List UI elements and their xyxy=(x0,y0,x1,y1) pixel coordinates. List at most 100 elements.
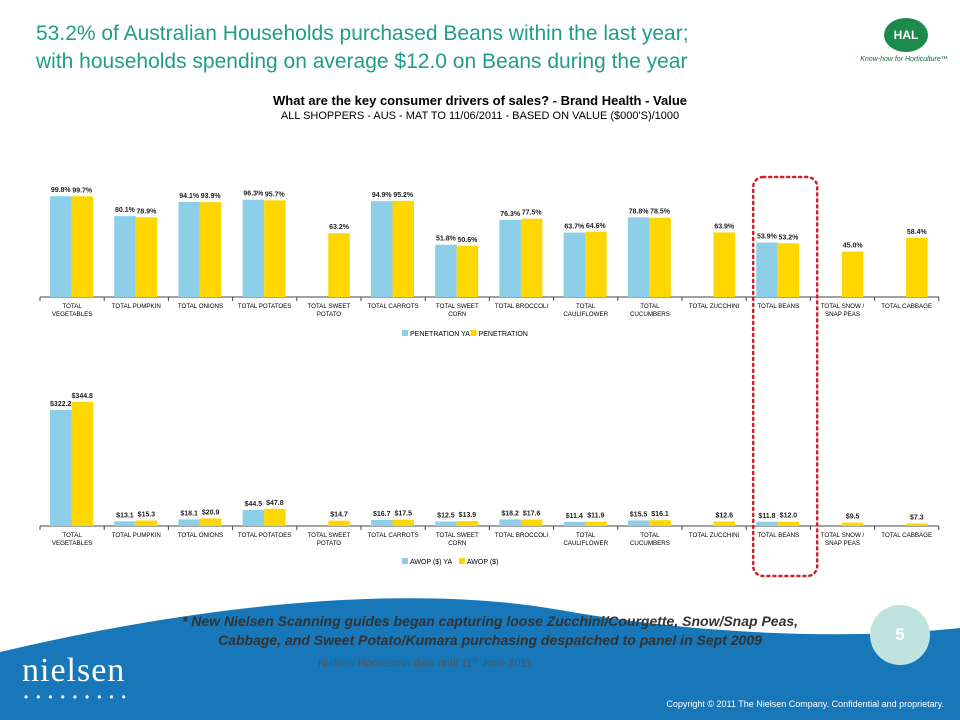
nielsen-logo-dots: ••••••••• xyxy=(24,690,134,704)
bar-current xyxy=(264,508,286,526)
data-label: $16.7 xyxy=(373,511,391,518)
bar-ya xyxy=(499,219,521,297)
category-label: CAULIFLOWER xyxy=(563,540,608,547)
bar-ya xyxy=(114,216,136,297)
data-label: $13.9 xyxy=(459,512,477,519)
data-label: $13.1 xyxy=(116,512,134,519)
bar-current xyxy=(649,217,671,297)
data-label: 80.1% xyxy=(115,207,136,214)
data-label: 78.5% xyxy=(650,209,671,216)
bar-current xyxy=(264,200,286,297)
source-note: Nielsen Homescan data until 11th June 20… xyxy=(318,657,532,670)
bar-current xyxy=(777,521,800,526)
data-label: $11.8 xyxy=(758,513,775,520)
category-label: TOTAL ZUCCHINI xyxy=(689,303,740,310)
data-label: 94.1% xyxy=(179,193,200,200)
data-label: $9.5 xyxy=(846,514,860,521)
bar-ya xyxy=(627,217,650,297)
legend-entry: AWOP ($) xyxy=(467,559,499,566)
chart-subtitle: ALL SHOPPERS - AUS - MAT TO 11/06/2011 -… xyxy=(280,110,680,122)
category-label: TOTAL CABBAGE xyxy=(881,303,932,310)
category-label: TOTAL ONIONS xyxy=(178,532,223,539)
legend-entry: PENETRATION xyxy=(479,331,528,338)
data-label: 99.7% xyxy=(72,187,93,194)
category-label: TOTAL xyxy=(576,532,596,539)
bar-current xyxy=(585,231,607,297)
legend-swatch xyxy=(402,330,408,336)
data-label: 99.8% xyxy=(51,187,72,194)
data-label: $7.3 xyxy=(910,514,924,521)
data-label: $322.2 xyxy=(50,401,72,408)
bar-ya xyxy=(50,410,72,526)
bar-current xyxy=(135,217,158,297)
bar-current xyxy=(328,233,350,297)
bar-ya xyxy=(627,520,650,526)
bar-current xyxy=(841,522,864,526)
data-label: 53.9% xyxy=(757,234,778,241)
data-label: $18.1 xyxy=(180,510,198,517)
data-label: 63.7% xyxy=(564,224,585,231)
bar-ya xyxy=(242,199,265,297)
bar-current xyxy=(456,520,479,526)
bar-current xyxy=(585,521,607,526)
bar-ya xyxy=(563,232,586,297)
category-label: TOTAL PUMPKIN xyxy=(112,303,161,310)
category-label: SNAP PEAS xyxy=(825,540,860,547)
bar-current xyxy=(392,519,414,526)
chart-title: What are the key consumer drivers of sal… xyxy=(273,93,687,108)
data-label: $14.7 xyxy=(330,512,348,519)
category-label: CUCUMBERS xyxy=(630,540,670,547)
data-label: 96.3% xyxy=(243,191,264,198)
category-label: TOTAL BROCCOLI xyxy=(495,303,548,310)
category-label: TOTAL SWEET xyxy=(307,303,350,310)
bar-current xyxy=(906,238,928,297)
category-label: TOTAL POTATOES xyxy=(238,303,292,310)
hal-logo-mark: HAL xyxy=(884,18,928,52)
category-label: TOTAL xyxy=(640,303,660,310)
data-label: $12.5 xyxy=(437,513,455,520)
category-label: TOTAL CARROTS xyxy=(368,303,419,310)
category-label: TOTAL BEANS xyxy=(757,303,799,310)
data-label: 94.9% xyxy=(372,192,393,199)
bar-current xyxy=(71,401,93,526)
data-label: 58.4% xyxy=(907,229,928,236)
bar-ya xyxy=(563,521,586,526)
footnote: * New Nielsen Scanning guides began capt… xyxy=(110,612,870,650)
bar-current xyxy=(713,232,735,297)
data-label: 50.6% xyxy=(458,237,479,244)
data-label: 63.2% xyxy=(329,224,350,231)
category-label: CAULIFLOWER xyxy=(563,311,608,318)
category-label: VEGETABLES xyxy=(52,540,92,547)
bar-current xyxy=(520,218,543,297)
source-suffix: June 2011 xyxy=(478,657,532,670)
data-label: 63.9% xyxy=(714,223,735,230)
headline-line-1: 53.2% of Australian Households purchased… xyxy=(36,22,689,45)
hal-logo-tagline: Know-how for Horticulture™ xyxy=(860,56,948,63)
bar-current xyxy=(777,243,800,297)
footnote-line-1: * New Nielsen Scanning guides began capt… xyxy=(181,613,799,629)
data-label: $17.6 xyxy=(523,511,541,518)
bar-ya xyxy=(756,521,778,526)
data-label: 78.8% xyxy=(629,208,650,215)
bar-ya xyxy=(435,244,457,297)
hal-logo: HAL Know-how for Horticulture™ xyxy=(858,18,948,78)
data-label: $11.9 xyxy=(587,513,604,520)
data-label: 51.8% xyxy=(436,236,457,243)
category-label: TOTAL ZUCCHINI xyxy=(689,532,740,539)
bar-current xyxy=(71,196,93,297)
legend-swatch xyxy=(402,558,408,564)
bar-ya xyxy=(50,196,72,297)
category-label: CORN xyxy=(448,311,466,318)
category-label: TOTAL PUMPKIN xyxy=(112,532,161,539)
legend-entry: AWOP ($) YA xyxy=(410,559,452,566)
bar-ya xyxy=(499,519,521,526)
category-label: POTATO xyxy=(317,311,342,318)
category-label: TOTAL xyxy=(62,532,82,539)
source-text: Nielsen Homescan data until 11 xyxy=(318,657,473,670)
source-sup: th xyxy=(472,657,479,664)
footnote-line-2: Cabbage, and Sweet Potato/Kumara purchas… xyxy=(218,632,762,648)
data-label: $44.5 xyxy=(245,501,263,508)
beans-highlight-box xyxy=(751,175,819,578)
data-label: 64.6% xyxy=(586,223,607,230)
